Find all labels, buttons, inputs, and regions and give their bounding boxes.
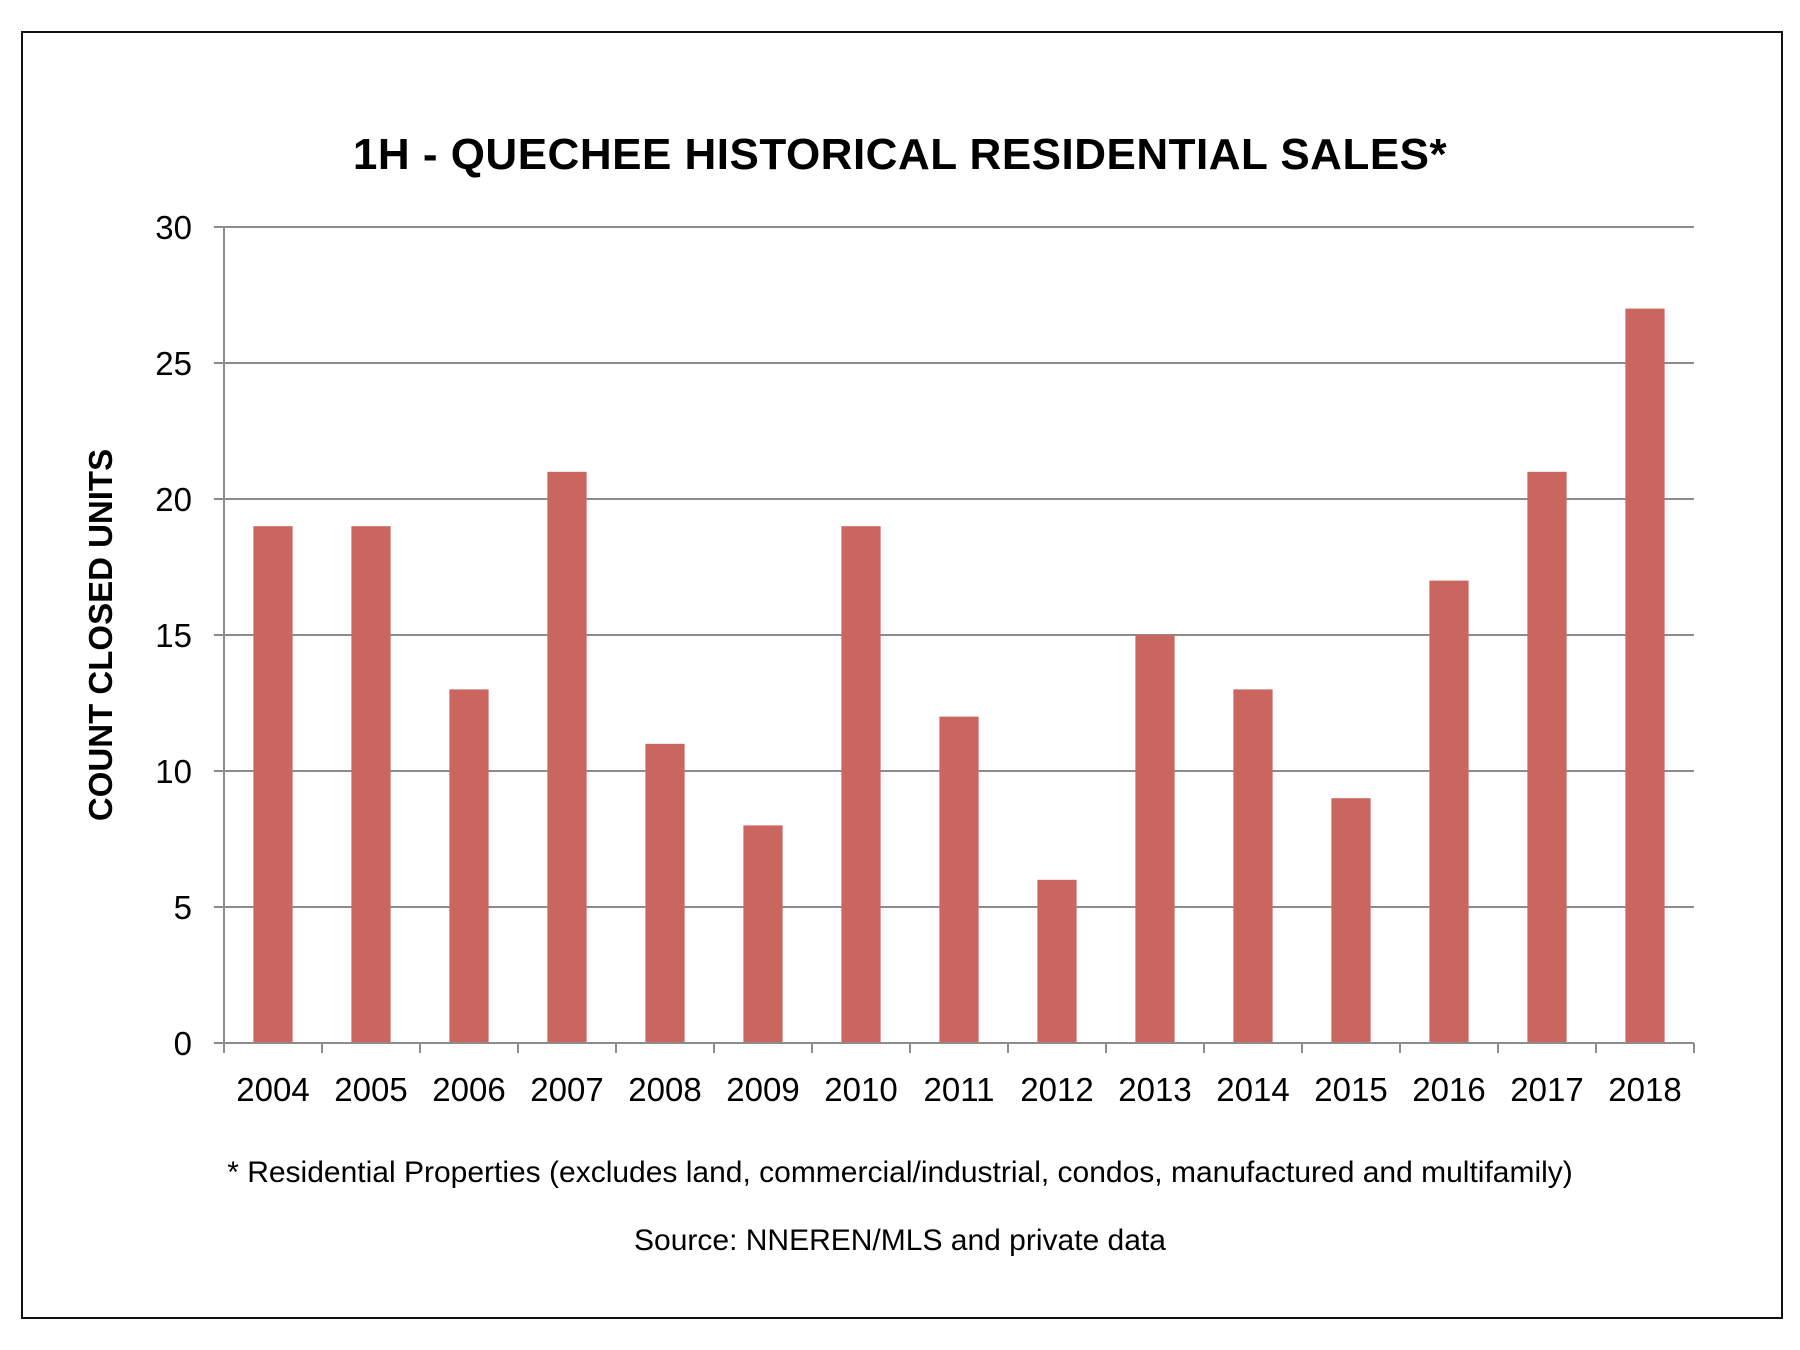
bar-2014 (1233, 689, 1273, 1043)
chart-frame (21, 31, 1783, 1319)
y-tick-label: 5 (174, 889, 192, 926)
axes (214, 226, 1695, 1053)
bar-2006 (449, 689, 489, 1043)
tick-labels: 0 5 10 15 20 25 30 2004 2005 2006 2007 2008 2009 2010… (155, 209, 1681, 1108)
y-axis-label: COUNT CLOSED UNITS (82, 449, 119, 821)
x-tick-label: 2016 (1412, 1071, 1485, 1108)
bar-2017 (1527, 471, 1567, 1043)
bars (253, 308, 1665, 1044)
footnote: * Residential Properties (excludes land,… (227, 1156, 1573, 1189)
y-tick-label: 30 (155, 209, 192, 246)
bar-2009 (743, 825, 783, 1043)
bar-2007 (547, 471, 587, 1043)
x-tick-label: 2010 (824, 1071, 897, 1108)
x-tick-label: 2005 (334, 1071, 407, 1108)
chart-title: 1H - QUECHEE HISTORICAL RESIDENTIAL SALE… (352, 130, 1448, 179)
x-tick-label: 2004 (236, 1071, 309, 1108)
source-note: Source: NNEREN/MLS and private data (634, 1224, 1166, 1257)
bar-2018 (1625, 308, 1665, 1044)
bar-2010 (841, 526, 881, 1043)
x-tick-label: 2013 (1118, 1071, 1191, 1108)
bar-2015 (1331, 798, 1371, 1043)
bar-2008 (645, 743, 685, 1043)
y-tick-label: 25 (155, 345, 192, 382)
bar-2013 (1135, 635, 1175, 1043)
y-tick-label: 10 (155, 753, 192, 790)
bar-2011 (939, 716, 979, 1043)
bar-2012 (1037, 879, 1077, 1043)
y-tick-label: 15 (155, 617, 192, 654)
bar-2005 (351, 526, 391, 1043)
x-tick-label: 2012 (1020, 1071, 1093, 1108)
y-tick-label: 0 (174, 1025, 192, 1062)
bar-2004 (253, 526, 293, 1043)
x-tick-label: 2015 (1314, 1071, 1387, 1108)
x-tick-label: 2014 (1216, 1071, 1289, 1108)
x-tick-label: 2009 (726, 1071, 799, 1108)
x-tick-label: 2017 (1510, 1071, 1583, 1108)
x-tick-label: 2006 (432, 1071, 505, 1108)
bar-2016 (1429, 580, 1469, 1043)
x-tick-label: 2008 (628, 1071, 701, 1108)
x-tick-label: 2007 (530, 1071, 603, 1108)
x-tick-label: 2018 (1608, 1071, 1681, 1108)
x-tick-label: 2011 (924, 1071, 995, 1108)
y-tick-label: 20 (155, 481, 192, 518)
